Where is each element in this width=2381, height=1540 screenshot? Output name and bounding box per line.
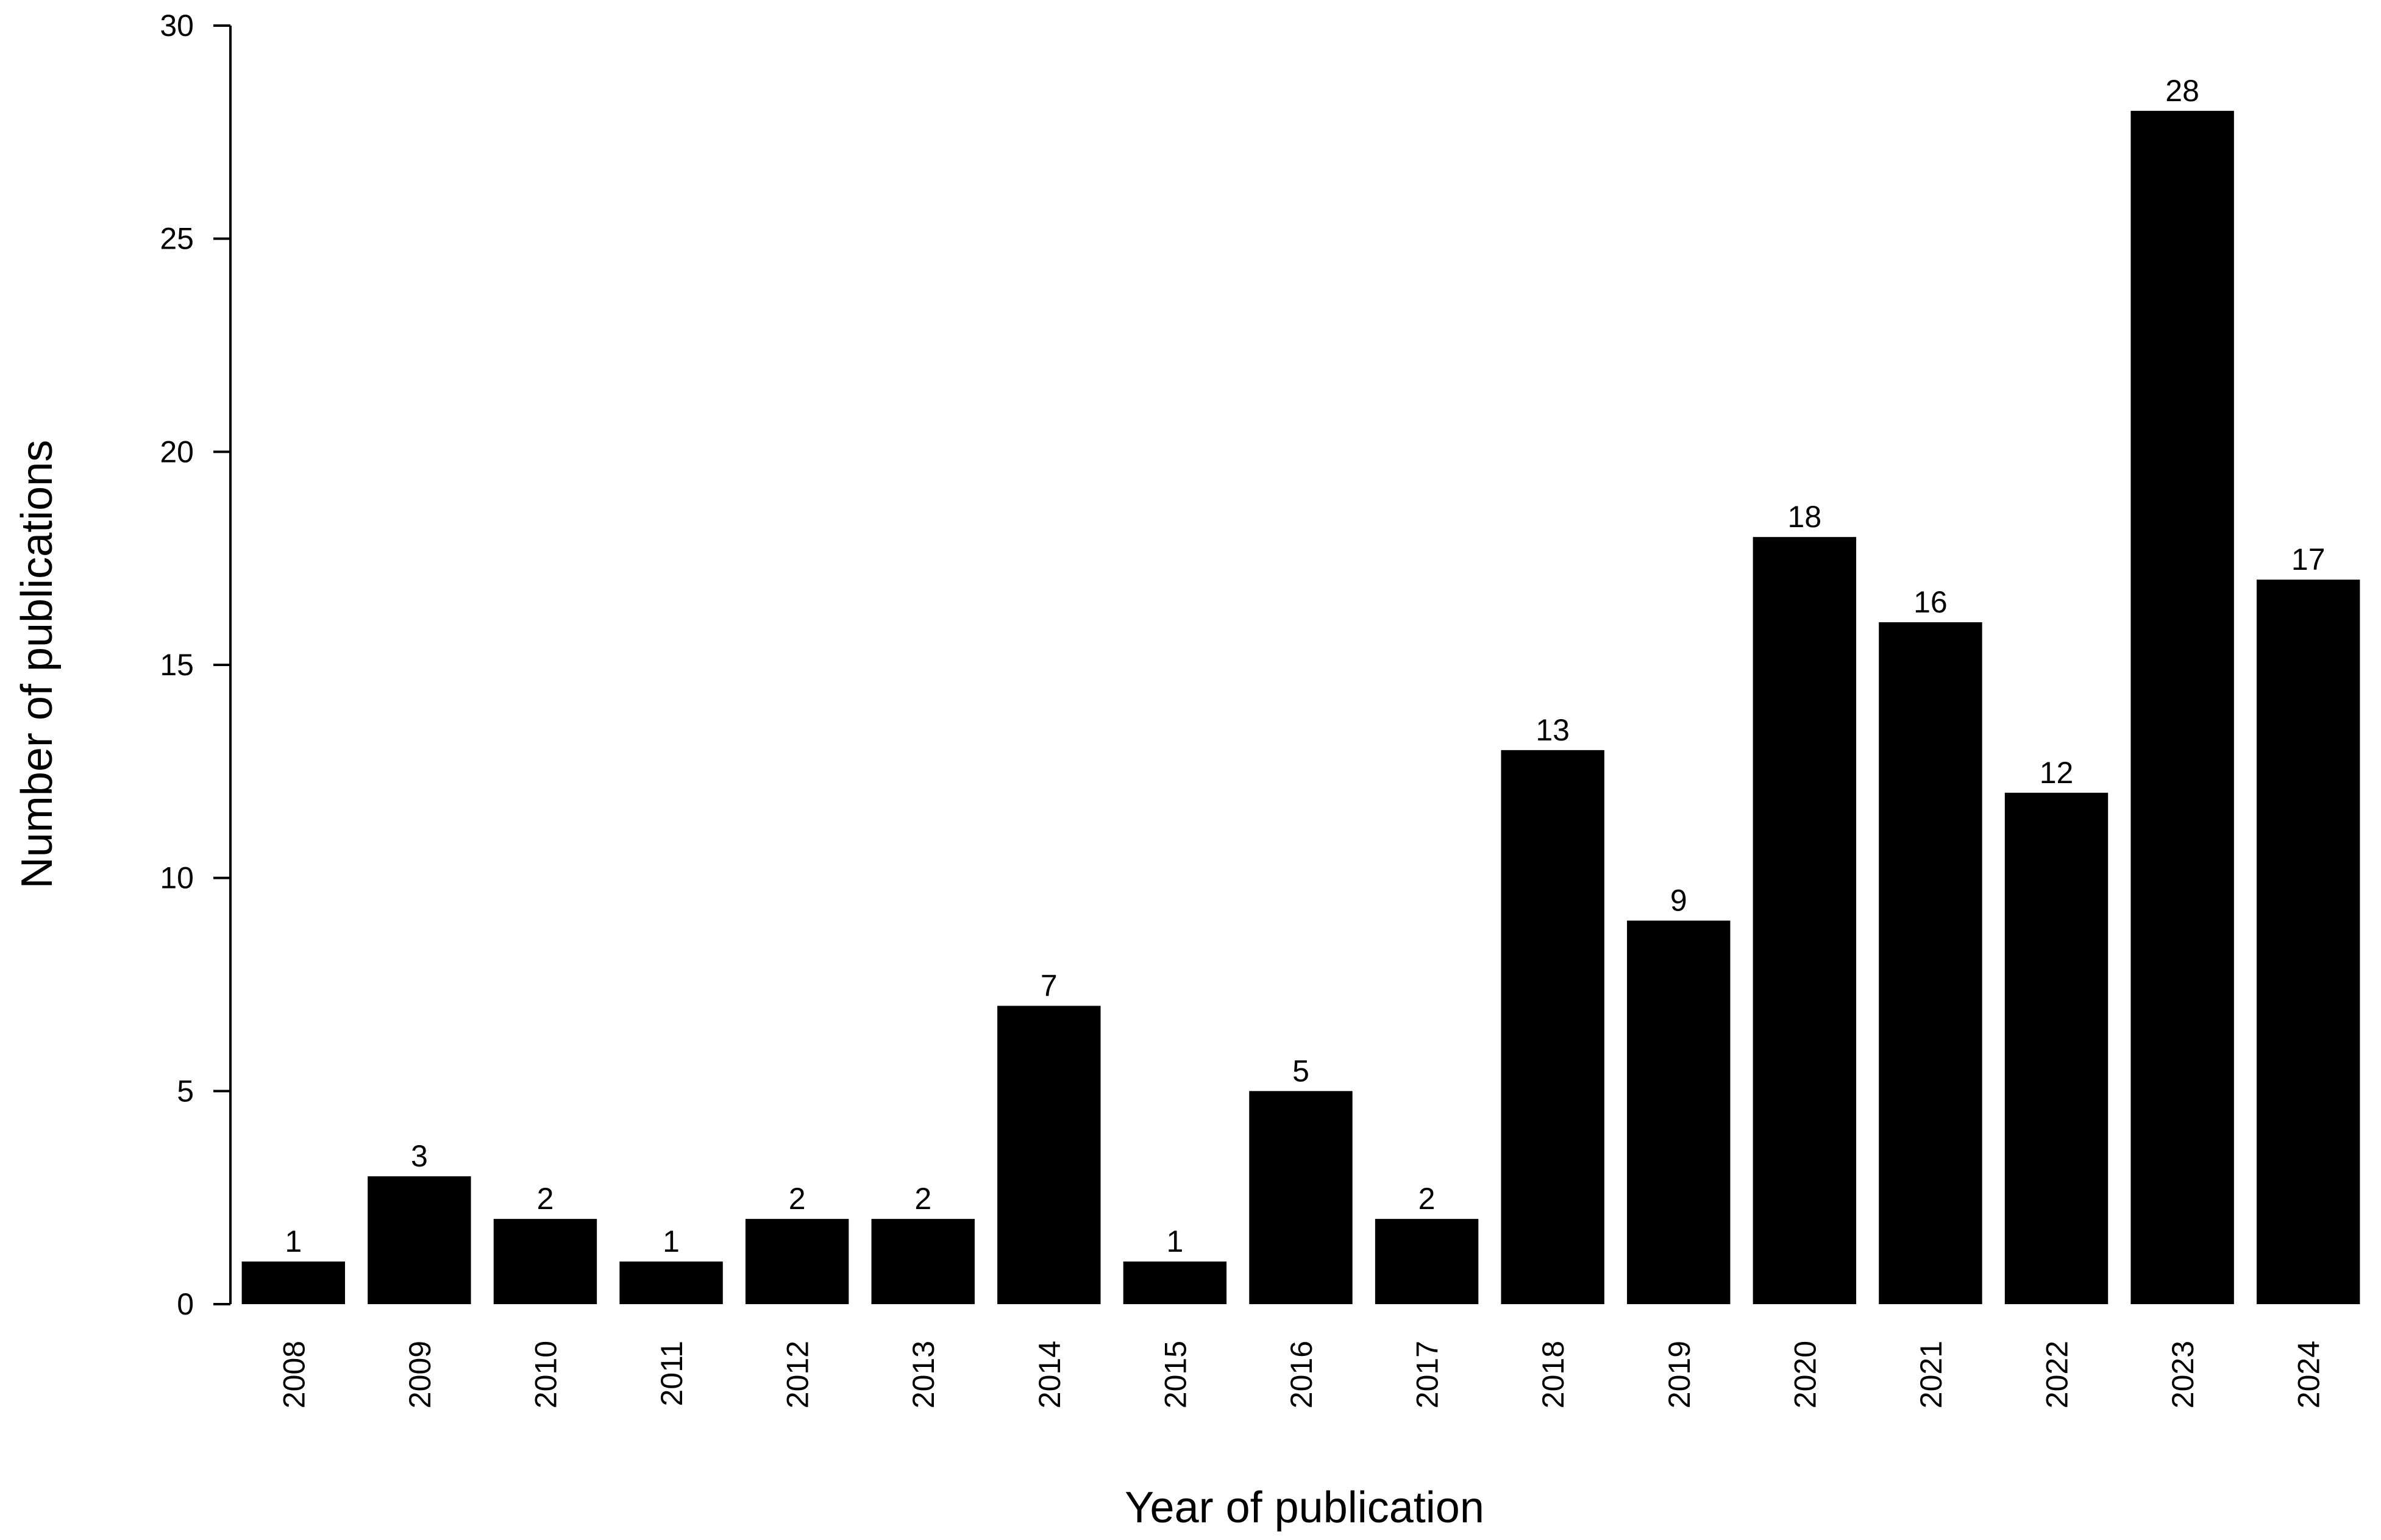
- bar-value-label: 2: [789, 1182, 806, 1216]
- x-tick-label: 2018: [1536, 1341, 1570, 1408]
- bar: [997, 1006, 1101, 1304]
- y-tick-label: 15: [160, 648, 194, 682]
- bar-value-label: 1: [663, 1224, 680, 1258]
- bar: [2004, 792, 2109, 1304]
- x-tick-label: 2008: [277, 1341, 311, 1408]
- x-tick-label: 2024: [2292, 1341, 2326, 1408]
- x-tick-label: 2014: [1033, 1341, 1067, 1408]
- bar: [1249, 1091, 1353, 1304]
- bar-value-label: 3: [411, 1139, 428, 1173]
- bar: [1501, 750, 1604, 1304]
- x-tick-label: 2019: [1662, 1341, 1696, 1408]
- x-tick-label: 2010: [529, 1341, 563, 1408]
- x-axis-tick-labels: 2008 2009 2010 2011 2012 2013 2014 2015 2016 2017…: [277, 1341, 2326, 1408]
- bar: [619, 1261, 723, 1304]
- bar-value-label: 7: [1041, 968, 1058, 1002]
- bar: [493, 1219, 597, 1304]
- bar-value-label: 17: [2291, 542, 2326, 577]
- bar-value-label: 16: [1913, 585, 1948, 619]
- x-tick-label: 2009: [403, 1341, 437, 1408]
- bar: [745, 1219, 849, 1304]
- x-tick-label: 2022: [2040, 1341, 2074, 1408]
- bar: [368, 1176, 471, 1304]
- y-tick-label: 30: [160, 9, 194, 43]
- y-axis-title: Number of publications: [13, 440, 62, 889]
- y-tick-label: 20: [160, 435, 194, 469]
- x-tick-label: 2020: [1788, 1341, 1822, 1408]
- bar-value-label: 2: [1418, 1182, 1436, 1216]
- x-tick-label: 2016: [1284, 1341, 1319, 1408]
- x-axis-title: Year of publication: [1125, 1483, 1484, 1532]
- bar-value-label: 9: [1670, 884, 1687, 918]
- x-tick-label: 2015: [1158, 1341, 1192, 1408]
- y-tick-label: 10: [160, 861, 194, 895]
- bar: [2257, 580, 2360, 1305]
- x-tick-label: 2017: [1411, 1341, 1445, 1408]
- bar: [2130, 110, 2234, 1304]
- bar: [1375, 1219, 1479, 1304]
- bars: [241, 110, 2360, 1305]
- bar-value-label: 5: [1292, 1054, 1309, 1088]
- bar: [1123, 1261, 1227, 1304]
- x-tick-label: 2011: [655, 1341, 689, 1407]
- y-axis: 0 5 10 15 20 25 30: [160, 9, 232, 1321]
- y-tick-label: 0: [177, 1287, 194, 1321]
- bar: [1753, 537, 1857, 1305]
- bar-value-label: 2: [537, 1182, 554, 1216]
- bar-value-label: 2: [914, 1182, 931, 1216]
- y-tick-label: 5: [177, 1074, 194, 1108]
- bar-value-label: 1: [1167, 1224, 1184, 1258]
- y-tick-label: 25: [160, 222, 194, 256]
- bar-value-label: 28: [2165, 74, 2199, 108]
- bar-value-label: 12: [2040, 756, 2074, 790]
- bar-value-label: 1: [285, 1224, 302, 1258]
- bar: [241, 1261, 345, 1304]
- x-tick-label: 2012: [781, 1341, 815, 1408]
- bar: [1627, 920, 1731, 1304]
- bar-value-label: 13: [1536, 713, 1570, 747]
- bar: [871, 1219, 975, 1304]
- x-tick-label: 2023: [2166, 1341, 2200, 1408]
- bar: [1879, 622, 1982, 1304]
- x-tick-label: 2013: [906, 1341, 941, 1408]
- x-tick-label: 2021: [1914, 1341, 1948, 1408]
- bar-value-label: 18: [1788, 500, 1822, 534]
